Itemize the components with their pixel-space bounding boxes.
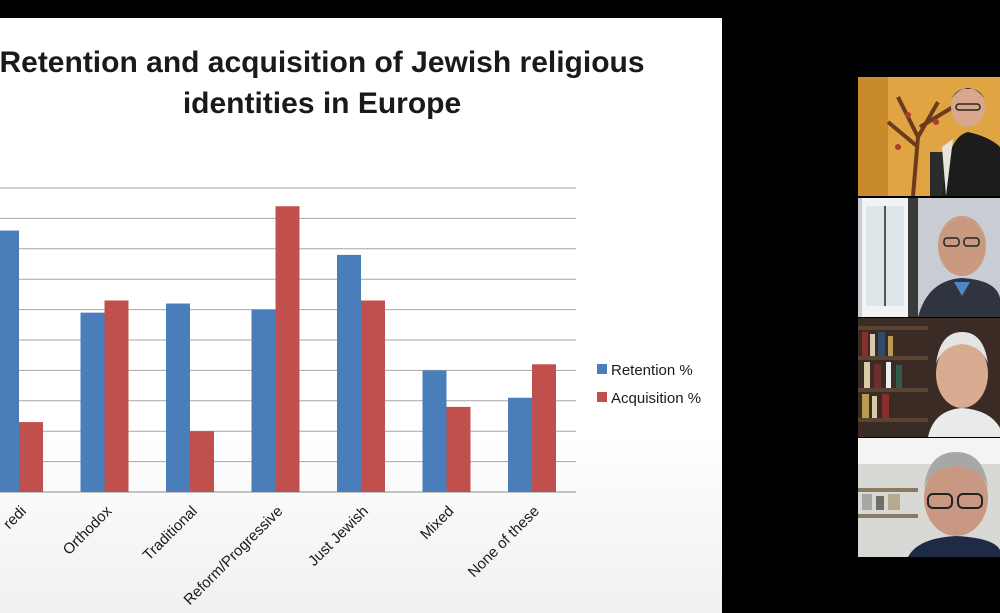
bar-acquisition-5 <box>446 406 471 492</box>
category-label-1: Orthodox <box>60 502 116 558</box>
bar-retention-6 <box>508 397 532 492</box>
legend-label-acquisition: Acquisition % <box>611 390 701 407</box>
bar-acquisition-0 <box>19 422 43 492</box>
bar-retention-4 <box>337 254 361 492</box>
bar-retention-1 <box>80 312 105 492</box>
bars <box>0 206 556 493</box>
bar-retention-5 <box>422 370 447 492</box>
legend-swatch-acquisition <box>597 392 607 402</box>
participant-2-video <box>858 198 1000 317</box>
participant-1-video <box>858 77 1000 196</box>
category-labels: redi Orthodox TraditionalReform/Progressiv… <box>0 502 543 608</box>
video-tile-participant-2[interactable] <box>858 198 1000 317</box>
video-tile-participant-4[interactable] <box>858 438 1000 557</box>
bar-acquisition-1 <box>104 300 129 492</box>
bar-acquisition-4 <box>361 300 385 492</box>
category-label-2: Traditional <box>140 503 201 564</box>
bar-retention-3 <box>251 309 276 492</box>
bar-acquisition-6 <box>532 364 556 492</box>
chart-title-line-2: identities in Europe <box>183 87 461 120</box>
participant-4-video <box>858 438 1000 557</box>
chart-title-line-1: Retention and acquisition of Jewish reli… <box>0 46 645 79</box>
video-tile-participant-1[interactable] <box>858 77 1000 196</box>
legend-swatch-retention <box>597 364 607 374</box>
category-label-5: Mixed <box>417 503 457 543</box>
bar-retention-2 <box>166 303 190 492</box>
category-label-6: None of these <box>465 503 543 581</box>
category-label-4: Just Jewish <box>305 503 372 570</box>
legend-label-retention: Retention % <box>611 362 693 379</box>
video-tile-participant-3[interactable] <box>858 318 1000 437</box>
shared-slide: Retention and acquisition of Jewish reli… <box>0 18 722 613</box>
bar-retention-0 <box>0 230 19 492</box>
bar-chart: Retention and acquisition of Jewish reli… <box>0 46 701 609</box>
bar-acquisition-2 <box>190 431 214 492</box>
bar-acquisition-3 <box>275 206 300 493</box>
legend: Retention % Acquisition % <box>597 362 701 407</box>
category-label-0: redi <box>0 503 30 533</box>
participant-3-video <box>858 318 1000 437</box>
